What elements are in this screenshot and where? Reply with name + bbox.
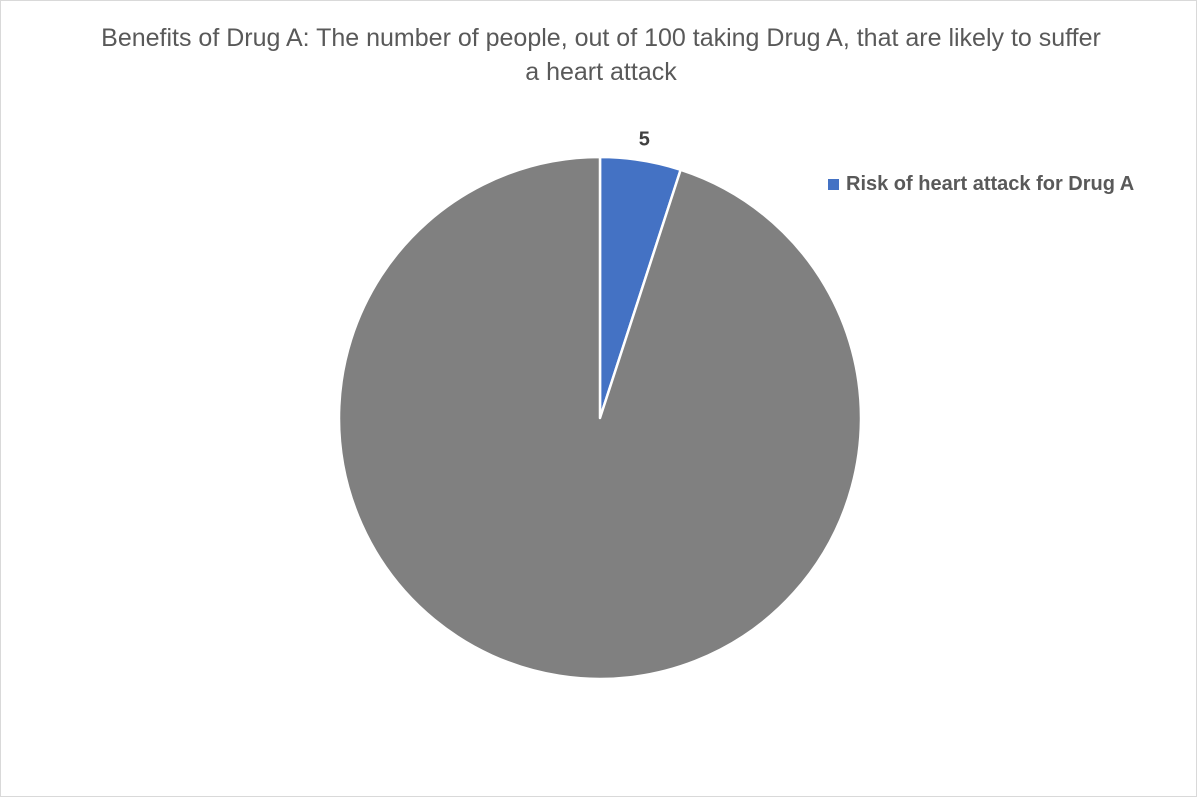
- legend-label-risk: Risk of heart attack for Drug A: [846, 173, 1135, 195]
- legend: Risk of heart attack for Drug A: [828, 173, 1134, 196]
- legend-swatch-risk: [828, 179, 839, 190]
- pie-data-labels: 5: [639, 128, 650, 150]
- chart-title: Benefits of Drug A: The number of people…: [101, 24, 1101, 86]
- pie-slice-1: [337, 155, 863, 681]
- data-label-0: 5: [639, 128, 650, 150]
- pie-slices: [337, 155, 863, 681]
